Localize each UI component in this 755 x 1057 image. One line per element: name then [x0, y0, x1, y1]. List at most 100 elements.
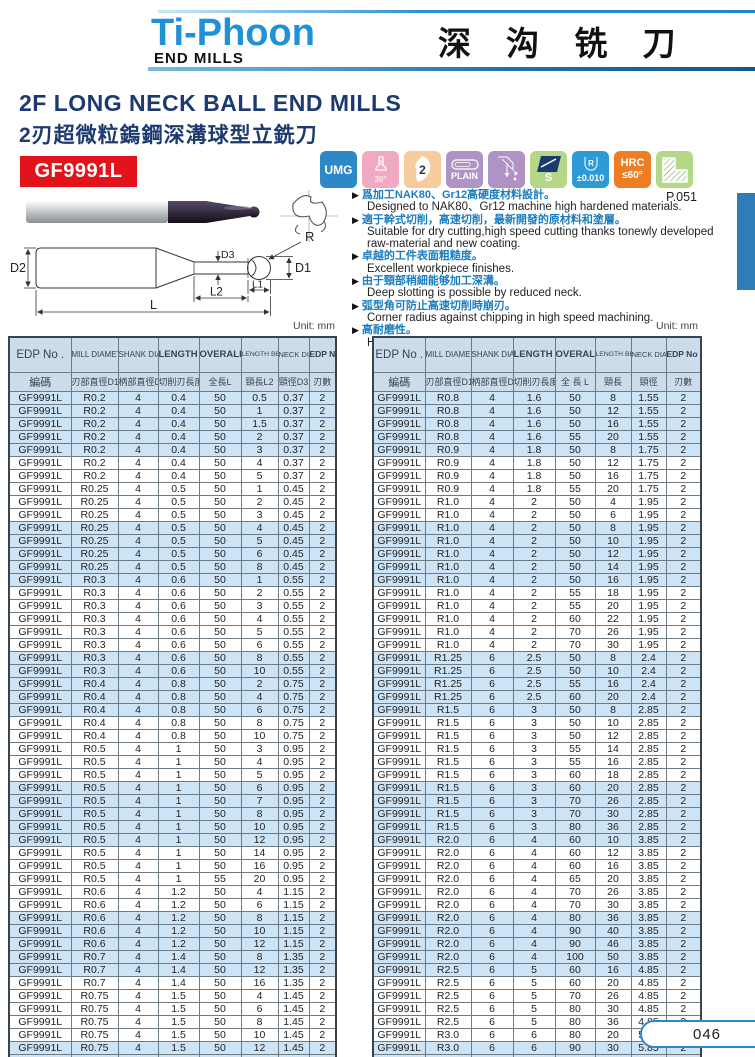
cell: 1.75: [630, 455, 667, 470]
cell: 4: [470, 416, 514, 431]
cell: 4: [117, 520, 159, 535]
cell: 4: [117, 702, 159, 717]
cell: 50: [554, 442, 596, 457]
feature-zh: ▶ 卓越的工件表面粗糙度。: [352, 250, 483, 263]
table-row: GF9991L R0.3 4 0.6 50 4 0.55 2: [8, 611, 337, 626]
cell: 80: [554, 1001, 596, 1016]
cell: 2: [665, 637, 702, 652]
cell: GF9991L: [372, 520, 426, 535]
cell: R2.0: [424, 949, 472, 964]
cell: 20: [594, 429, 632, 444]
cell: 50: [198, 624, 242, 639]
cell: 50: [554, 663, 596, 678]
column-header: EDP No .: [372, 336, 426, 373]
cell: 4: [240, 754, 279, 769]
cell: 1.35: [277, 949, 310, 964]
cell: 0.6: [157, 637, 200, 652]
cell: 0.45: [277, 546, 310, 561]
cell: 0.55: [277, 572, 310, 587]
cell: 4: [117, 715, 159, 730]
table-row: GF9991L R0.8 4 1.6 50 8 1.55 2: [372, 390, 702, 405]
cell: 16: [594, 858, 632, 873]
table-row: GF9991L R2.0 6 4 80 36 3.85 2: [372, 910, 702, 925]
table-row: GF9991L R1.5 6 3 55 14 2.85 2: [372, 741, 702, 756]
cell: 0.6: [157, 650, 200, 665]
cell: 50: [198, 1001, 242, 1016]
cell: 0.45: [277, 559, 310, 574]
cell: 12: [594, 845, 632, 860]
table-row: GF9991L R0.6 4 1.2 50 6 1.15 2: [8, 897, 337, 912]
cell: R0.75: [70, 1040, 119, 1055]
cell: R0.25: [70, 494, 119, 509]
cell: R0.2: [70, 403, 119, 418]
cell: 20: [594, 780, 632, 795]
cell: R0.5: [70, 780, 119, 795]
cell: 50: [198, 1014, 242, 1029]
cell: 2: [665, 897, 702, 912]
cell: 4: [117, 1027, 159, 1042]
cell: GF9991L: [8, 637, 72, 652]
cell: 2: [308, 949, 337, 964]
cell: 2: [240, 494, 279, 509]
cell: 0.4: [157, 442, 200, 457]
cell: 1.15: [277, 923, 310, 938]
cell: 2: [665, 572, 702, 587]
table-row: GF9991L R0.5 4 1 50 16 0.95 2: [8, 858, 337, 873]
cell: 50: [554, 533, 596, 548]
cell: 2: [308, 936, 337, 951]
cell: 4: [117, 403, 159, 418]
cell: 2: [240, 429, 279, 444]
cell: 1.5: [157, 1040, 200, 1055]
cell: 2.85: [630, 806, 667, 821]
cell: R0.5: [70, 793, 119, 808]
cell: 2.85: [630, 767, 667, 782]
cell: 6: [240, 546, 279, 561]
cell: 2: [308, 429, 337, 444]
header-top-rule: [158, 10, 755, 13]
cell: 2: [308, 767, 337, 782]
cell: 0.45: [277, 533, 310, 548]
cell: R0.2: [70, 429, 119, 444]
cell: R1.0: [424, 494, 472, 509]
cell: 2: [308, 923, 337, 938]
cell: 6: [470, 975, 514, 990]
cell: 6: [470, 819, 514, 834]
cell: 4: [512, 910, 556, 925]
cell: 2: [665, 949, 702, 964]
cell: 4.85: [630, 988, 667, 1003]
cell: R1.5: [424, 728, 472, 743]
cell: 2: [308, 676, 337, 691]
cell: 2: [308, 962, 337, 977]
cell: 2: [308, 650, 337, 665]
cell: 0.75: [277, 689, 310, 704]
cell: 2: [308, 780, 337, 795]
cell: 20: [240, 871, 279, 886]
feature-en: Suitable for dry cutting,high speed cutt…: [367, 226, 714, 251]
cell: 2: [308, 546, 337, 561]
table-row: GF9991L R2.0 6 4 60 10 3.85 2: [372, 832, 702, 847]
cell: GF9991L: [8, 936, 72, 951]
cell: 50: [198, 754, 242, 769]
table-row: GF9991L R1.5 6 3 60 20 2.85 2: [372, 780, 702, 795]
cell: 2: [308, 728, 337, 743]
table-row: GF9991L R1.0 4 2 50 8 1.95 2: [372, 520, 702, 535]
cell: 6: [240, 780, 279, 795]
cell: 4: [117, 741, 159, 756]
cell: R2.5: [424, 1001, 472, 1016]
cell: 4: [470, 403, 514, 418]
umg-badge: UMG: [320, 151, 357, 188]
cell: 0.37: [277, 442, 310, 457]
cell: 3: [512, 741, 556, 756]
cell: 2: [308, 533, 337, 548]
cell: 2: [308, 481, 337, 496]
cell: 4: [512, 858, 556, 873]
cell: 2: [665, 793, 702, 808]
cell: 2: [512, 494, 556, 509]
cell: 6: [470, 702, 514, 717]
cell: 0.95: [277, 858, 310, 873]
cell: 3.85: [630, 858, 667, 873]
table-row: GF9991L R0.25 4 0.5 50 3 0.45 2: [8, 507, 337, 522]
cell: GF9991L: [8, 702, 72, 717]
cell: 2: [308, 663, 337, 678]
cell: 55: [554, 741, 596, 756]
